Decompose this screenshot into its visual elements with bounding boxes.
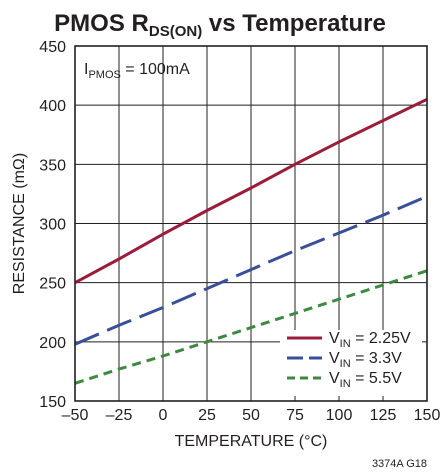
x-tick-label: 150 [414,407,441,424]
legend-label-subscript: IN [340,378,351,390]
legend-label-1: VIN = 2.25V [329,330,411,350]
series-line-3 [74,269,428,385]
legend-label-prefix: V [329,330,340,347]
series-line-2 [74,194,428,346]
y-axis-label: RESISTANCE (mΩ) [11,153,28,294]
x-tick-label: 125 [370,407,397,424]
legend-label-2: VIN = 3.3V [329,350,402,370]
legend-label-subscript: IN [340,338,351,350]
legend-label-subscript: IN [340,358,351,370]
x-tick-label: –50 [62,407,89,424]
legend-label-suffix: = 5.5V [351,370,402,387]
legend-label-prefix: V [329,350,340,367]
legend-label-suffix: = 3.3V [351,350,402,367]
annotation: IPMOS = 100mA [84,61,190,81]
figure-code: 3374A G18 [372,458,427,470]
axis-ticks: –50 –25 0 25 50 75 100 125 150 150 200 250 300 350 400… [39,39,440,424]
title-main: PMOS R [54,10,149,37]
annotation-text: IPMOS = 100mA [84,61,190,81]
annotation-subscript: PMOS [88,69,120,81]
y-tick-label: 250 [39,276,66,293]
x-tick-label: 25 [198,407,216,424]
x-tick-label: 100 [326,407,353,424]
y-tick-label: 150 [39,394,66,411]
legend-label-3: VIN = 5.5V [329,370,402,390]
y-tick-label: 450 [39,39,66,56]
x-axis-label: TEMPERATURE (°C) [175,433,328,450]
legend-background [280,330,422,396]
series-lines [74,97,428,385]
chart-title-text: PMOS RDS(ON) vs Temperature [54,10,386,40]
title-suffix: vs Temperature [202,10,386,37]
series-line-1 [74,97,428,285]
y-tick-label: 200 [39,335,66,352]
x-tick-label: 75 [286,407,304,424]
annotation-suffix: = 100mA [121,61,190,78]
plot-frame [74,45,428,402]
x-tick-label: 50 [242,407,260,424]
chart-title: PMOS RDS(ON) vs Temperature [54,10,386,40]
y-tick-label: 400 [39,98,66,115]
y-tick-label: 300 [39,217,66,234]
x-tick-label: –25 [106,407,133,424]
legend-label-suffix: = 2.25V [351,330,411,347]
grid [75,46,427,401]
title-subscript: DS(ON) [149,23,202,40]
y-tick-label: 350 [39,157,66,174]
legend-label-prefix: V [329,370,340,387]
annotation-prefix: I [84,61,88,78]
x-tick-label: 0 [159,407,168,424]
